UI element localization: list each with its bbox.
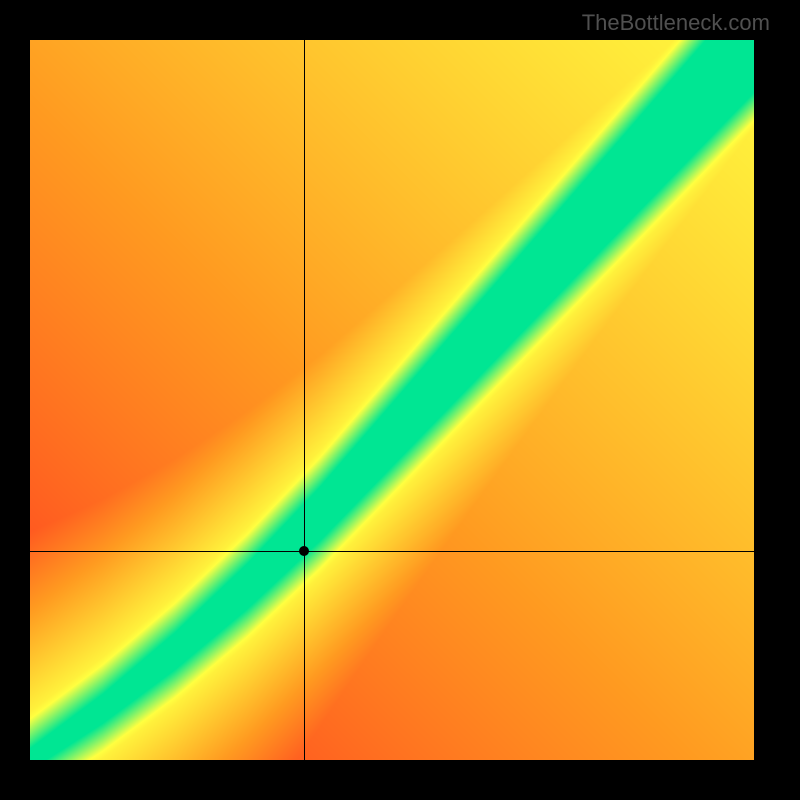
bottleneck-heatmap: [30, 40, 754, 760]
watermark-text: TheBottleneck.com: [582, 10, 770, 36]
plot-area: [30, 40, 754, 760]
